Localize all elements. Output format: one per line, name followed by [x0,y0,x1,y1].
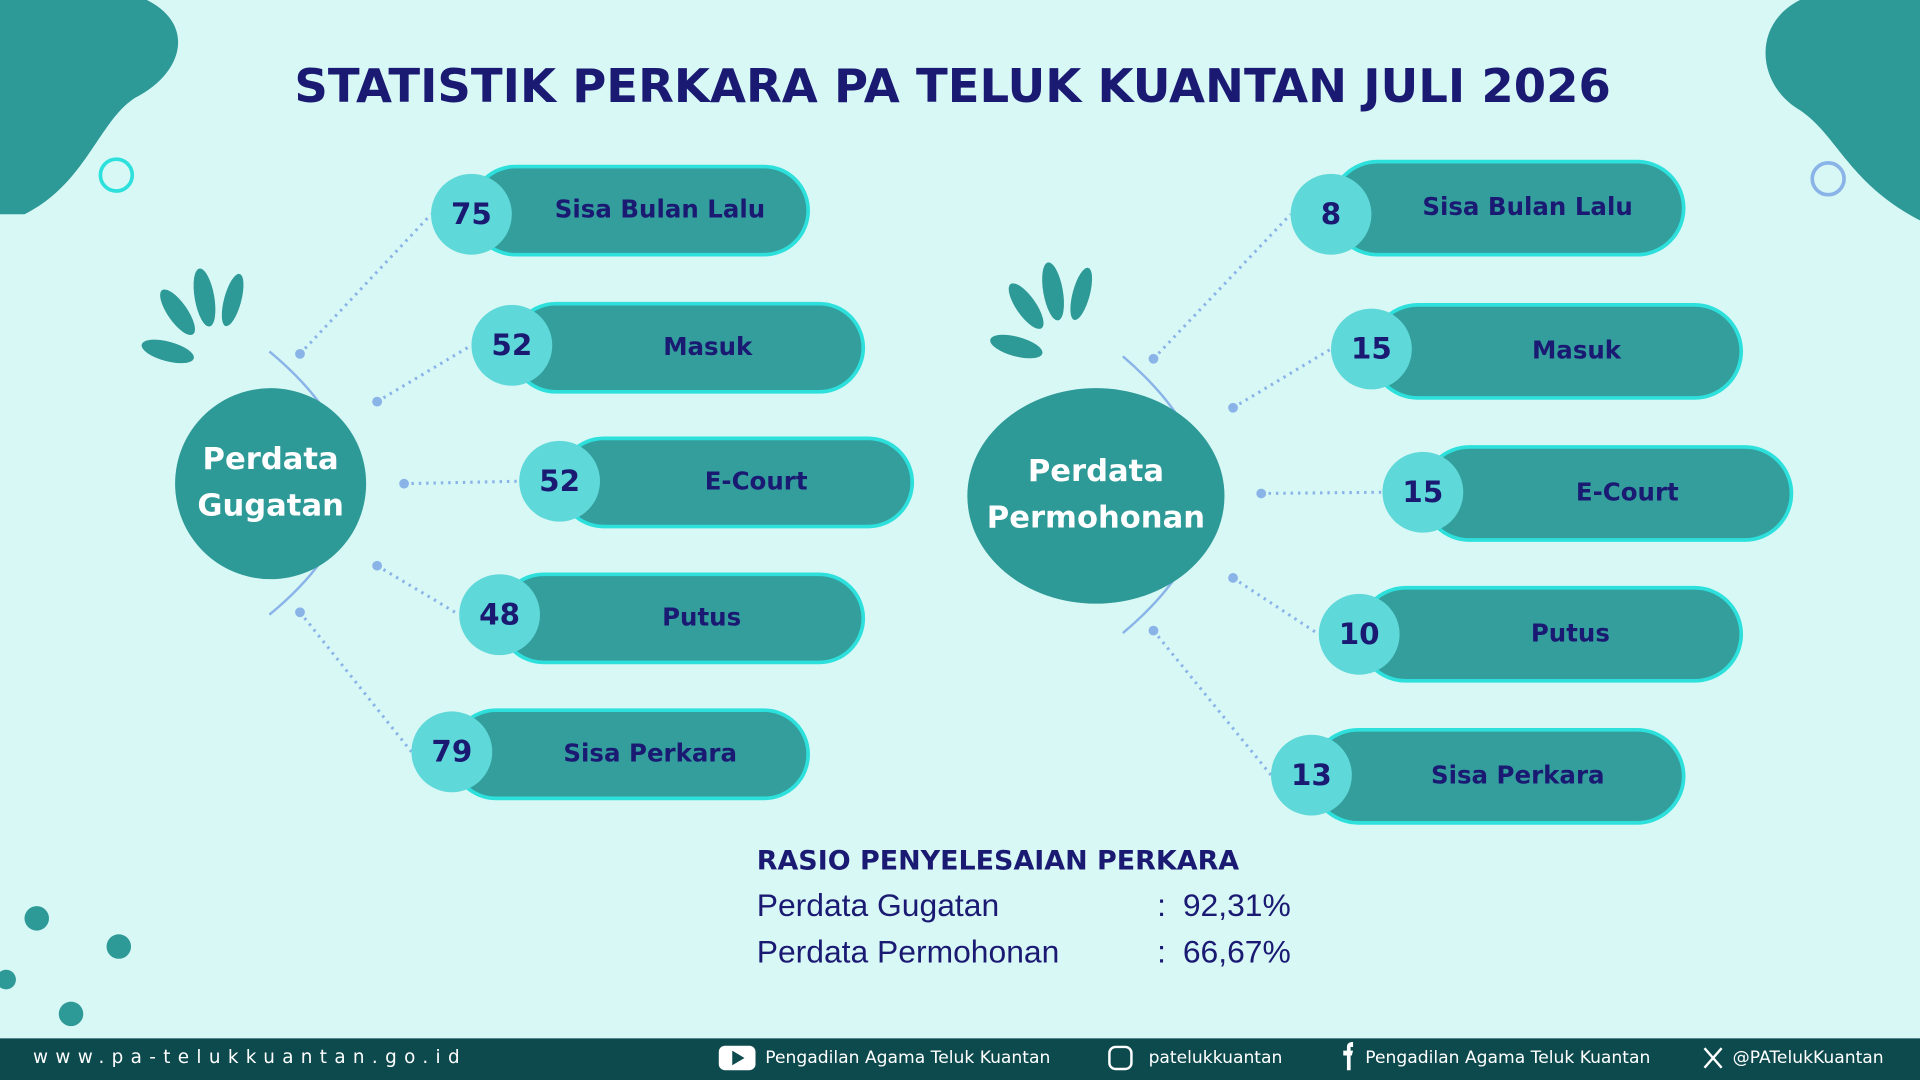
item-value: 8 [1321,197,1341,231]
connector-dot [372,396,383,407]
hub-label: Perdata [203,442,339,477]
item-badge [1331,308,1412,390]
item-badge [519,440,600,522]
ratio-label: Perdata Permohonan [757,933,1060,969]
item-value: 13 [1291,758,1332,792]
connector [298,611,413,753]
connector-dot [399,478,409,489]
connector-dot [1148,353,1159,364]
item-value: 15 [1351,332,1392,366]
footer-instagram[interactable]: patelukkuantan [1149,1048,1283,1068]
item-badge [471,304,553,386]
ratio-sep: : [1157,887,1166,923]
connector-dot [1228,573,1238,583]
item-badge [1290,173,1372,255]
connector-dot [1148,625,1159,636]
item-label: Sisa Bulan Lalu [1422,192,1632,221]
item-value: 15 [1402,475,1443,509]
hub-label: Perdata [1028,454,1164,489]
ratio-rows: Perdata Gugatan:92,31% Perdata Permohonan… [757,887,1291,970]
footer-bar [0,1038,1920,1080]
hub-circle [175,388,367,580]
item-badge [1382,451,1464,533]
footer-x[interactable]: @PATelukKuantan [1733,1048,1884,1068]
connector-dot [372,560,383,571]
connector-dot [295,348,305,359]
decor-blob [1765,0,1920,221]
item-value: 52 [539,464,580,498]
connector [1152,213,1292,360]
x-icon [1703,1047,1723,1069]
item-label: E-Court [705,466,808,495]
title: STATISTIK PERKARA PA TELUK KUANTAN JULI … [294,59,1611,113]
instagram-icon [1108,1045,1133,1071]
item-value: 48 [479,597,520,631]
item-label: Putus [1531,618,1610,647]
connector-dot [1228,402,1238,413]
connector [404,479,520,486]
ratio-value: 92,31% [1183,887,1291,923]
ratio-sep: : [1157,933,1166,969]
connector [1261,490,1383,495]
item-badge [431,173,512,255]
facebook-icon [1343,1042,1354,1071]
item-label: E-Court [1576,477,1679,506]
hub-label: Permohonan [987,501,1205,536]
decor-ring [1810,161,1846,197]
footer-youtube[interactable]: Pengadilan Agama Teluk Kuantan [765,1048,1050,1068]
item-value: 75 [451,197,492,231]
connector [1232,347,1332,410]
connector [298,213,433,355]
item-label: Sisa Perkara [563,738,737,767]
decor-ring [98,157,135,193]
item-badge [411,711,493,793]
item-value: 52 [491,328,532,362]
item-badge [1271,734,1352,816]
item-label: Masuk [663,332,753,361]
decor-blob [0,0,179,215]
decor-flowers [0,906,132,1027]
youtube-play [732,1050,745,1066]
connector [1232,576,1320,636]
footer-facebook[interactable]: Pengadilan Agama Teluk Kuantan [1365,1048,1650,1068]
item-label: Masuk [1532,335,1622,364]
item-value: 79 [431,735,472,769]
item-label: Sisa Bulan Lalu [555,195,765,224]
connector [376,343,473,403]
item-label: Putus [662,602,741,631]
groups: Perdata Gugatan 75 Sisa Bulan Lalu 52 Masuk 52… [175,159,1794,825]
connector [376,564,460,617]
hub-label: Gugatan [197,488,344,523]
item-value: 10 [1339,617,1380,651]
connector [1152,629,1273,777]
connector-dot [295,607,305,618]
ratio-title: RASIO PENYELESAIAN PERKARA [757,846,1240,877]
item-badge [459,574,540,656]
ratio-value: 66,67% [1183,933,1291,969]
ratio-label: Perdata Gugatan [757,887,999,923]
item-badge [1318,593,1400,675]
footer-website: www.pa-telukkuantan.go.id [33,1047,467,1068]
decor-leaves [141,262,1093,364]
connector-dot [1256,488,1267,499]
hub-circle [967,388,1225,604]
item-label: Sisa Perkara [1431,760,1605,789]
